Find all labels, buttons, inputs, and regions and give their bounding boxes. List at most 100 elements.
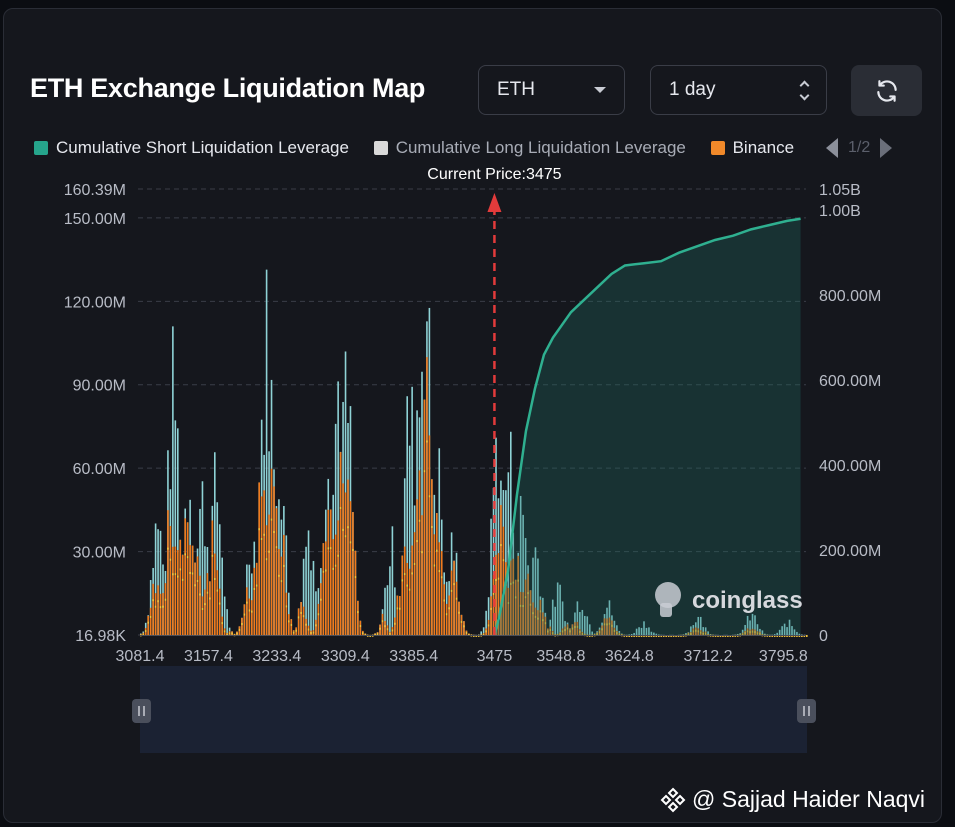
coin-select[interactable]: ETH bbox=[478, 65, 625, 115]
binance-bar bbox=[211, 520, 214, 635]
binance-bar bbox=[487, 619, 490, 635]
binance-highlight bbox=[455, 597, 458, 600]
legend-item-long[interactable]: Cumulative Long Liquidation Leverage bbox=[373, 138, 686, 158]
binance-bar bbox=[490, 596, 492, 635]
legend-next-icon[interactable] bbox=[880, 138, 893, 158]
long-liq-bar bbox=[653, 632, 655, 635]
binance-bar bbox=[529, 590, 532, 635]
legend-item-binance[interactable]: Binance bbox=[710, 138, 794, 158]
binance-highlight bbox=[320, 598, 322, 601]
binance-diamond-icon bbox=[660, 787, 686, 812]
binance-bar bbox=[411, 545, 413, 635]
long-liq-bar bbox=[744, 624, 746, 635]
binance-highlight bbox=[468, 633, 470, 636]
long-liq-bar bbox=[650, 631, 653, 635]
binance-bar bbox=[329, 509, 332, 635]
long-liq-bar bbox=[554, 606, 556, 635]
binance-highlight bbox=[492, 592, 495, 595]
binance-highlight bbox=[401, 579, 404, 582]
x-tick-label: 3157.4 bbox=[184, 648, 233, 665]
binance-highlight bbox=[532, 612, 534, 615]
binance-bar bbox=[497, 553, 500, 635]
long-liq-bar bbox=[485, 610, 487, 635]
binance-highlight bbox=[218, 602, 221, 605]
binance-bar bbox=[519, 591, 522, 635]
binance-highlight bbox=[413, 563, 416, 566]
binance-highlight bbox=[571, 627, 574, 630]
range-slider-right-handle[interactable] bbox=[797, 699, 816, 723]
binance-highlight bbox=[463, 625, 465, 628]
binance-highlight bbox=[692, 630, 695, 633]
binance-highlight bbox=[379, 627, 381, 630]
period-select[interactable]: 1 day bbox=[650, 65, 827, 115]
long-liq-bar bbox=[285, 535, 288, 635]
binance-highlight bbox=[302, 615, 305, 618]
binance-highlight bbox=[440, 576, 443, 579]
binance-bar bbox=[438, 542, 441, 635]
binance-bar bbox=[251, 600, 253, 635]
x-tick-label: 3548.8 bbox=[536, 648, 585, 665]
binance-bar bbox=[433, 534, 436, 635]
long-liq-bar bbox=[411, 386, 413, 635]
long-liq-bar bbox=[788, 619, 791, 635]
binance-highlight bbox=[576, 625, 579, 628]
binance-highlight bbox=[618, 633, 621, 636]
binance-highlight bbox=[391, 629, 394, 632]
binance-bar bbox=[443, 584, 445, 635]
binance-bar bbox=[342, 483, 344, 635]
x-tick-label: 3795.8 bbox=[759, 648, 808, 665]
binance-bar bbox=[413, 532, 416, 635]
binance-bar bbox=[418, 470, 421, 635]
binance-highlight bbox=[433, 564, 436, 567]
coinglass-brand: coinglass bbox=[692, 587, 803, 614]
binance-highlight bbox=[347, 526, 349, 529]
range-slider-left-handle[interactable] bbox=[132, 699, 151, 723]
binance-bar bbox=[241, 617, 243, 635]
binance-highlight bbox=[268, 550, 270, 553]
binance-bar bbox=[209, 581, 211, 635]
long-liq-bar bbox=[307, 530, 310, 635]
binance-highlight bbox=[436, 549, 438, 552]
long-liq-bar bbox=[791, 626, 793, 635]
binance-highlight bbox=[517, 579, 519, 582]
binance-highlight bbox=[248, 609, 251, 612]
binance-highlight bbox=[751, 630, 754, 633]
binance-bar bbox=[495, 554, 497, 635]
binance-bar bbox=[216, 570, 219, 635]
binance-bar bbox=[603, 618, 606, 635]
binance-highlight bbox=[687, 633, 690, 636]
long-liq-bar bbox=[643, 621, 645, 635]
binance-bar bbox=[448, 595, 450, 635]
binance-highlight bbox=[394, 622, 396, 625]
binance-highlight bbox=[581, 632, 584, 635]
legend-item-short[interactable]: Cumulative Short Liquidation Leverage bbox=[34, 138, 349, 158]
binance-highlight bbox=[749, 631, 751, 634]
author-handle: @ Sajjad Haider Naqvi bbox=[692, 786, 926, 812]
binance-bar bbox=[199, 575, 201, 635]
binance-highlight bbox=[191, 572, 194, 575]
refresh-button[interactable] bbox=[851, 65, 922, 116]
long-liq-bar bbox=[149, 580, 152, 635]
long-liq-bar bbox=[310, 570, 312, 635]
binance-highlight bbox=[500, 544, 502, 547]
binance-highlight bbox=[547, 630, 549, 633]
binance-highlight bbox=[559, 633, 561, 636]
binance-highlight bbox=[329, 547, 332, 550]
binance-bar bbox=[394, 617, 396, 635]
binance-highlight bbox=[507, 602, 510, 605]
binance-bar bbox=[152, 583, 154, 635]
range-slider-track[interactable] bbox=[140, 666, 807, 753]
long-liq-bar bbox=[556, 582, 559, 635]
long-liq-bar bbox=[214, 452, 216, 635]
binance-highlight bbox=[196, 579, 199, 582]
long-liq-bar bbox=[389, 566, 391, 635]
long-liq-bar bbox=[480, 631, 482, 635]
binance-highlight bbox=[416, 540, 418, 543]
binance-highlight bbox=[534, 615, 537, 618]
binance-highlight bbox=[406, 584, 408, 587]
legend-prev-icon[interactable] bbox=[826, 138, 838, 158]
long-liq-bar bbox=[586, 616, 589, 635]
binance-highlight bbox=[162, 605, 164, 608]
binance-bar bbox=[381, 613, 384, 635]
refresh-icon bbox=[876, 79, 897, 102]
